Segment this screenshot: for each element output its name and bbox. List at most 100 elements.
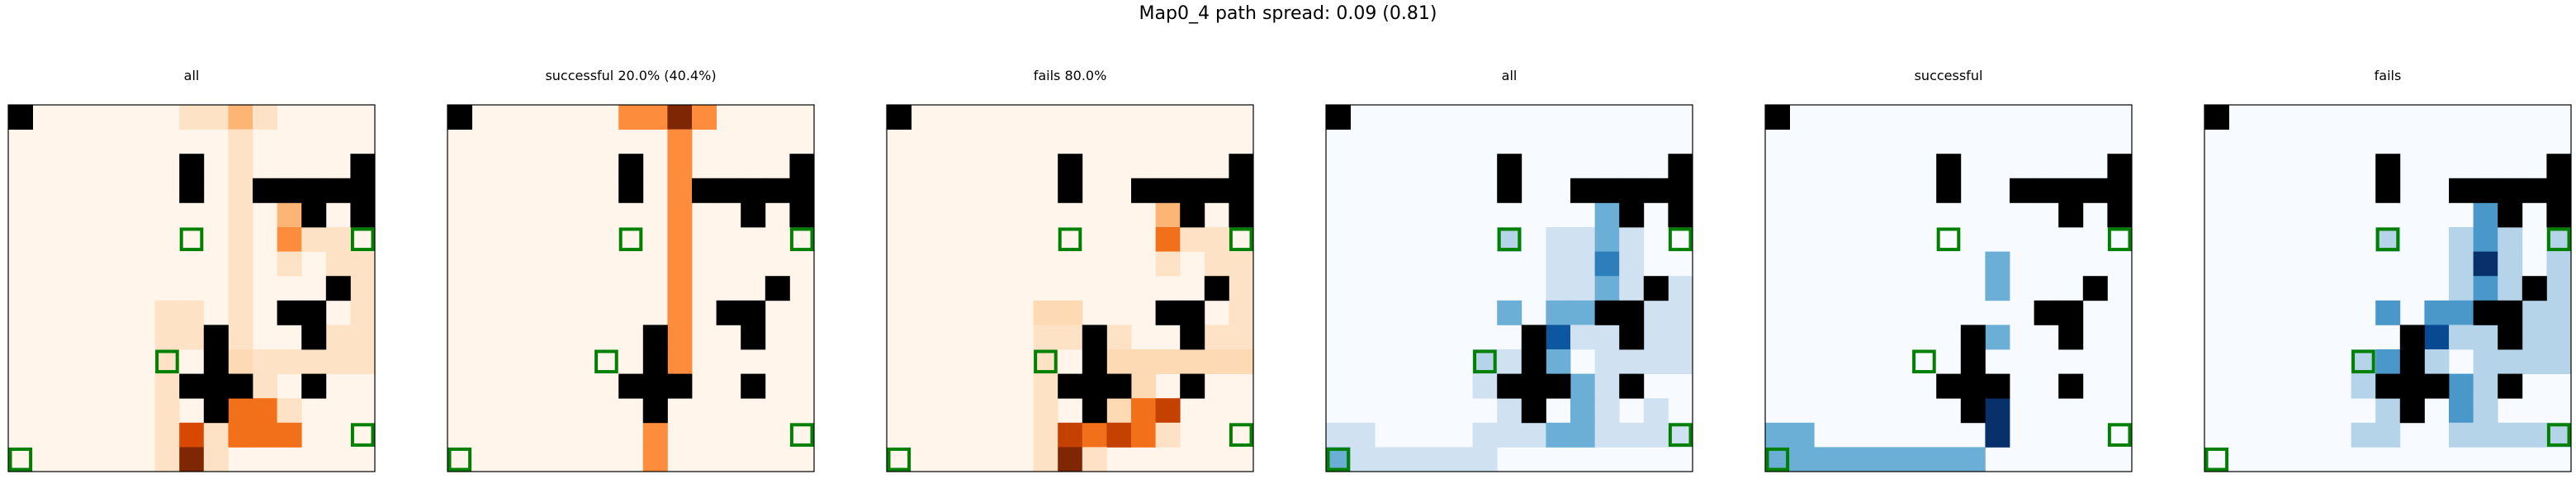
wall-cell — [1619, 325, 1645, 350]
heatmap-cell — [228, 227, 253, 252]
panel-frame — [447, 104, 815, 472]
heatmap-cell — [1570, 276, 1595, 301]
wall-cell — [789, 154, 815, 179]
heatmap-cell — [228, 300, 253, 325]
goal-marker — [789, 227, 814, 252]
heatmap-cell — [1594, 349, 1620, 374]
wall-cell — [1619, 300, 1645, 325]
heatmap-cell — [1985, 422, 2010, 448]
heatmap-cell — [1497, 300, 1522, 325]
heatmap-cell — [154, 422, 180, 448]
heatmap-cell — [1887, 447, 1912, 472]
wall-cell — [447, 105, 472, 130]
heatmap-cell — [2498, 227, 2523, 252]
wall-cell — [2058, 300, 2084, 325]
wall-cell — [350, 178, 376, 203]
heatmap-cell — [1155, 398, 1181, 424]
heatmap-cell — [277, 251, 302, 277]
heatmap-cell — [1789, 447, 1815, 472]
heatmap-cell — [2546, 251, 2572, 277]
wall-cell — [1497, 154, 1522, 179]
heatmap-cell — [2522, 349, 2547, 374]
wall-cell — [692, 178, 717, 203]
heatmap-cell — [1033, 300, 1058, 325]
heatmap-cell — [277, 398, 302, 424]
heatmap-cell — [2473, 349, 2498, 374]
heatmap-cell — [667, 154, 693, 179]
wall-cell — [1643, 178, 1669, 203]
heatmap-cell — [350, 300, 376, 325]
heatmap-cell — [1911, 447, 1937, 472]
wall-cell — [765, 178, 790, 203]
heatmap-cell — [1033, 398, 1058, 424]
heatmap-cell — [228, 398, 253, 424]
wall-cell — [2010, 178, 2034, 203]
panel-frame — [1764, 104, 2133, 472]
wall-cell — [1180, 325, 1205, 350]
heatmap-cell — [2375, 398, 2401, 424]
wall-cell — [2546, 154, 2572, 179]
wall-cell — [667, 373, 693, 399]
wall-cell — [1594, 178, 1620, 203]
heatmap-panel-1 — [7, 104, 376, 472]
wall-cell — [1497, 373, 1522, 399]
heatmap-cell — [667, 202, 693, 228]
heatmap-cell — [1350, 422, 1376, 448]
wall-cell — [228, 373, 253, 399]
heatmap-cell — [2449, 325, 2474, 350]
wall-cell — [325, 276, 351, 301]
heatmap-cell — [2449, 398, 2474, 424]
wall-cell — [1155, 300, 1181, 325]
heatmap-cell — [1594, 276, 1620, 301]
heatmap-cell — [1106, 422, 1132, 448]
heatmap-cell — [1594, 422, 1620, 448]
wall-cell — [2375, 154, 2401, 179]
wall-cell — [2449, 178, 2474, 203]
heatmap-cell — [1472, 447, 1498, 472]
heatmap-cell — [350, 251, 376, 277]
wall-cell — [887, 105, 912, 130]
wall-cell — [2058, 178, 2084, 203]
heatmap-cell — [1448, 447, 1473, 472]
wall-cell — [642, 349, 668, 374]
heatmap-panel-4 — [1325, 104, 1693, 472]
heatmap-cell — [1570, 422, 1595, 448]
heatmap-cell — [1546, 227, 1571, 252]
heatmap-cell — [2449, 227, 2474, 252]
goal-marker — [2546, 423, 2571, 447]
wall-cell — [179, 178, 205, 203]
heatmap-cell — [1229, 276, 1254, 301]
wall-cell — [642, 398, 668, 424]
heatmap-cell — [1619, 422, 1645, 448]
wall-cell — [2498, 373, 2523, 399]
wall-cell — [1082, 349, 1107, 374]
heatmap-cell — [2473, 276, 2498, 301]
wall-cell — [1229, 178, 1254, 203]
heatmap-cell — [1058, 422, 1083, 448]
heatmap-cell — [253, 105, 277, 130]
heatmap-cell — [2351, 422, 2376, 448]
heatmap-cell — [277, 422, 302, 448]
heatmap-cell — [179, 300, 205, 325]
heatmap-cell — [1229, 300, 1254, 325]
heatmap-cell — [1594, 202, 1620, 228]
heatmap-cell — [1155, 202, 1181, 228]
heatmap-cell — [1033, 349, 1058, 374]
heatmap-cell — [1204, 251, 1229, 277]
heatmap-cell — [325, 325, 351, 350]
wall-cell — [2107, 202, 2133, 228]
wall-cell — [1643, 276, 1669, 301]
wall-cell — [741, 178, 766, 203]
heatmap-cell — [1204, 227, 1229, 252]
wall-cell — [716, 178, 741, 203]
heatmap-cell — [203, 447, 229, 472]
heatmap-cell — [1033, 373, 1058, 399]
heatmap-cell — [618, 105, 644, 130]
goal-marker — [2107, 423, 2132, 447]
heatmap-cell — [154, 325, 180, 350]
heatmap-cell — [1985, 325, 2010, 350]
wall-cell — [1765, 105, 1790, 130]
goal-marker — [1229, 227, 1253, 252]
heatmap-cell — [2351, 349, 2376, 374]
heatmap-cell — [228, 178, 253, 203]
